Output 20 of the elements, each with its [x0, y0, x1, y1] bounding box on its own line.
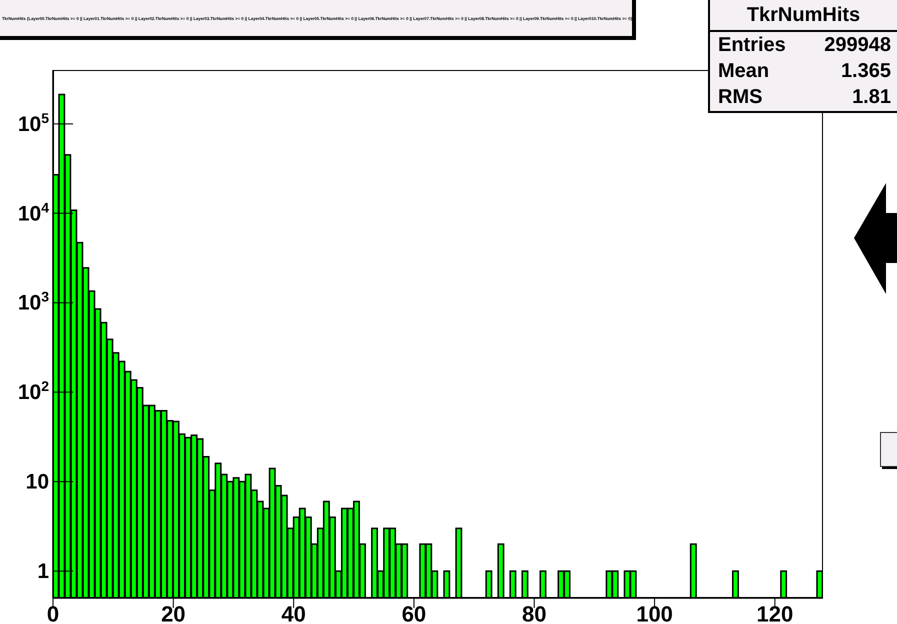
annotation: Mean: [718, 59, 770, 84]
annotation: RMS: [718, 85, 762, 110]
x-tick-label: 60: [402, 602, 426, 624]
x-tick-label: 100: [636, 602, 673, 624]
text: TkrNumHits: [710, 0, 897, 32]
y-tick-label: 10$^{4}$: [18, 199, 50, 226]
x-tick-label: 0: [46, 602, 60, 624]
text: Entries: [718, 33, 786, 58]
y-tick-label: 1: [37, 560, 50, 584]
x-tick-label: 40: [281, 602, 306, 624]
y-tick-label: 10: [26, 470, 49, 494]
text: 1.81: [852, 85, 891, 110]
text: 299948: [824, 33, 891, 58]
y-tick-label: 10$^{5}$: [18, 110, 50, 136]
text: 1.365: [840, 59, 891, 84]
y-tick-label: 10$^{3}$: [18, 288, 50, 315]
x-tick-label: 80: [522, 602, 546, 624]
x-tick-label: 20: [161, 602, 186, 624]
y-tick-label: 10$^{2}$: [18, 378, 50, 404]
x-tick-label: 120: [756, 602, 794, 624]
